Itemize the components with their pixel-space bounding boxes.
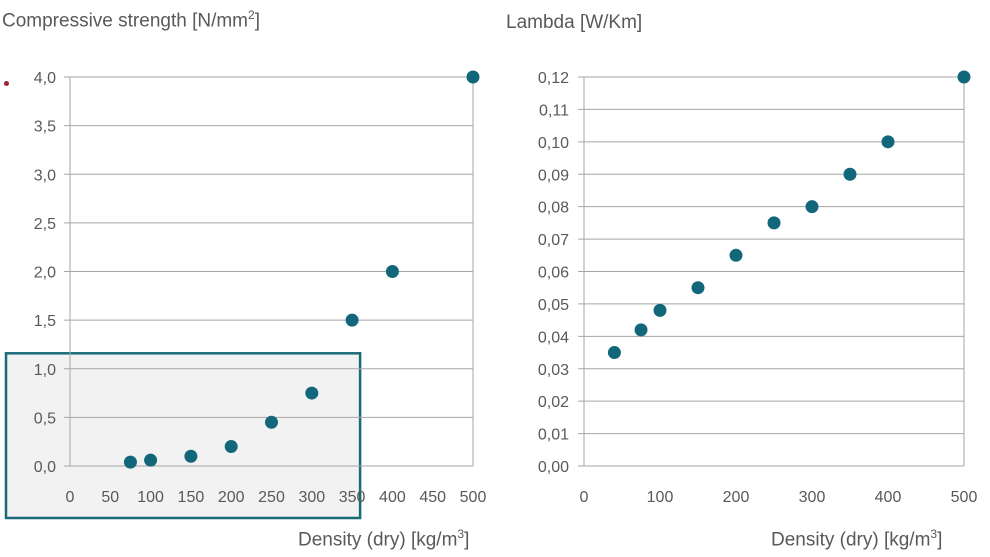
chart2-ytick-label: 0,00 [538, 459, 569, 476]
chart1-xtick-label: 250 [258, 489, 285, 506]
chart1-xtick-label: 400 [379, 489, 406, 506]
chart2-ytick-label: 0,05 [538, 297, 569, 314]
chart1-data-point [224, 440, 238, 454]
chart1-ytick-label: 3,0 [34, 167, 56, 184]
chart2-xtick-label: 200 [723, 489, 750, 506]
chart1-ytick-label: 3,5 [34, 119, 56, 136]
chart1-highlight-box [4, 352, 362, 520]
chart2-ytick-label: 0,08 [538, 200, 569, 217]
chart2-ytick-label: 0,03 [538, 362, 569, 379]
chart1-xtick-label: 0 [66, 489, 75, 506]
chart2-title: Lambda [W/Km] [506, 12, 643, 33]
chart1-xtick-label: 500 [460, 489, 487, 506]
chart1-xtick-label: 100 [137, 489, 164, 506]
chart1-xtick-label: 300 [298, 489, 325, 506]
chart2-data-point [767, 216, 781, 230]
chart1-xtick-label: 450 [419, 489, 446, 506]
chart2-data-point [653, 303, 667, 317]
chart2-xtick-label: 100 [647, 489, 674, 506]
chart1-data-point [184, 449, 198, 463]
chart1-ytick-label: 2,0 [34, 265, 56, 282]
chart2-data-point [957, 70, 971, 84]
chart1-ytick-label: 0,0 [34, 459, 56, 476]
chart2-xtick-label: 300 [799, 489, 826, 506]
chart2-data-point [805, 200, 819, 214]
bullet-dot [4, 81, 9, 86]
chart2-ytick-label: 0,01 [538, 427, 569, 444]
chart2-data-point [607, 346, 621, 360]
chart2-data-point [843, 167, 857, 181]
chart1-ytick-label: 4,0 [34, 70, 56, 87]
chart2-data-point [729, 248, 743, 262]
chart2-data-point [881, 135, 895, 149]
chart2-xtick-label: 0 [580, 489, 589, 506]
chart1-data-point [123, 455, 137, 469]
chart1-data-point [345, 313, 359, 327]
chart1-ytick-label: 1,5 [34, 313, 56, 330]
chart2-ytick-label: 0,04 [538, 329, 569, 346]
chart1-ytick-label: 1,0 [34, 362, 56, 379]
chart2-ytick-label: 0,06 [538, 265, 569, 282]
chart2-xtick-label: 400 [875, 489, 902, 506]
chart2-ytick-label: 0,02 [538, 394, 569, 411]
chart2-xlabel: Density (dry) [kg/m3] [771, 527, 943, 551]
chart2-data-point [691, 281, 705, 295]
chart1-title: Compressive strength [N/mm2] [2, 8, 260, 32]
chart1-xtick-label: 350 [339, 489, 366, 506]
chart2-ytick-label: 0,10 [538, 135, 569, 152]
chart2-xtick-label: 500 [951, 489, 978, 506]
chart1-data-point [466, 70, 480, 84]
chart1-ytick-label: 2,5 [34, 216, 56, 233]
chart1-data-point [144, 453, 158, 467]
chart2-ytick-label: 0,07 [538, 232, 569, 249]
chart1-data-point [385, 265, 399, 278]
chart2-data-point [634, 323, 648, 337]
chart1-xtick-label: 200 [218, 489, 245, 506]
chart1-data-point [265, 415, 278, 429]
chart2-ytick-label: 0,11 [539, 102, 569, 119]
chart1-xlabel: Density (dry) [kg/m3] [298, 527, 470, 551]
chart1-data-point [305, 386, 319, 400]
chart2-ytick-label: 0,09 [538, 167, 569, 184]
chart1-xtick-label: 50 [101, 489, 119, 506]
chart2-ytick-label: 0,12 [538, 70, 569, 87]
chart1-xtick-label: 150 [178, 489, 205, 506]
chart1-ytick-label: 0,5 [34, 410, 56, 427]
